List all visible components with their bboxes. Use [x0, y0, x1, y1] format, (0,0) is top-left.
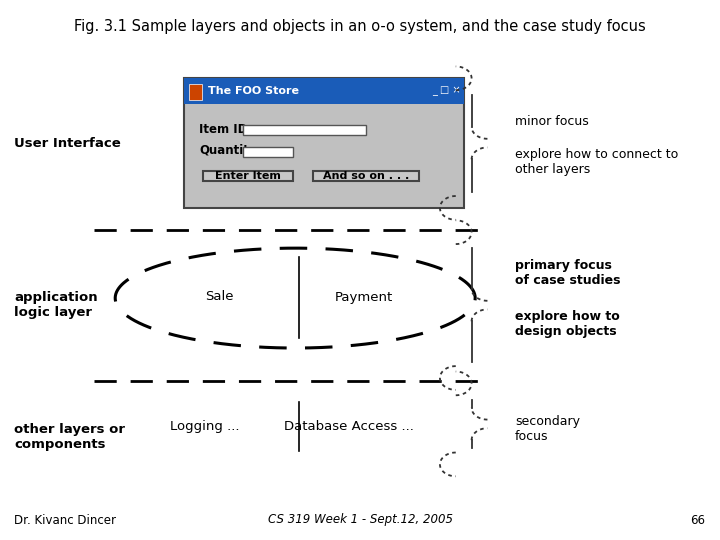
Text: Logging ...: Logging ...: [171, 420, 240, 433]
Text: Dr. Kivanc Dincer: Dr. Kivanc Dincer: [14, 514, 117, 526]
Text: minor focus: minor focus: [515, 115, 588, 128]
Text: 66: 66: [690, 514, 706, 526]
FancyBboxPatch shape: [243, 125, 366, 136]
Text: _ □ ×: _ □ ×: [432, 86, 461, 96]
FancyBboxPatch shape: [203, 171, 293, 181]
Text: Sale: Sale: [205, 291, 234, 303]
Text: primary focus
of case studies: primary focus of case studies: [515, 259, 621, 287]
Text: The FOO Store: The FOO Store: [208, 86, 299, 96]
Text: explore how to connect to
other layers: explore how to connect to other layers: [515, 148, 678, 176]
Text: Payment: Payment: [335, 291, 392, 303]
Text: application
logic layer: application logic layer: [14, 291, 98, 319]
Text: Item ID: Item ID: [199, 123, 248, 136]
Text: User Interface: User Interface: [14, 137, 121, 150]
FancyBboxPatch shape: [184, 78, 464, 208]
Text: explore how to
design objects: explore how to design objects: [515, 310, 619, 338]
Text: And so on . . .: And so on . . .: [323, 171, 409, 181]
Text: secondary
focus: secondary focus: [515, 415, 580, 443]
Text: Enter Item: Enter Item: [215, 171, 281, 181]
FancyBboxPatch shape: [189, 84, 202, 100]
Text: Fig. 3.1 Sample layers and objects in an o-o system, and the case study focus: Fig. 3.1 Sample layers and objects in an…: [74, 19, 646, 34]
Text: Quantity: Quantity: [199, 144, 256, 157]
FancyBboxPatch shape: [243, 147, 293, 157]
FancyBboxPatch shape: [184, 78, 464, 104]
FancyBboxPatch shape: [312, 171, 420, 181]
Text: other layers or
components: other layers or components: [14, 423, 125, 451]
Text: CS 319 Week 1 - Sept.12, 2005: CS 319 Week 1 - Sept.12, 2005: [268, 514, 452, 526]
Text: Database Access ...: Database Access ...: [284, 420, 414, 433]
